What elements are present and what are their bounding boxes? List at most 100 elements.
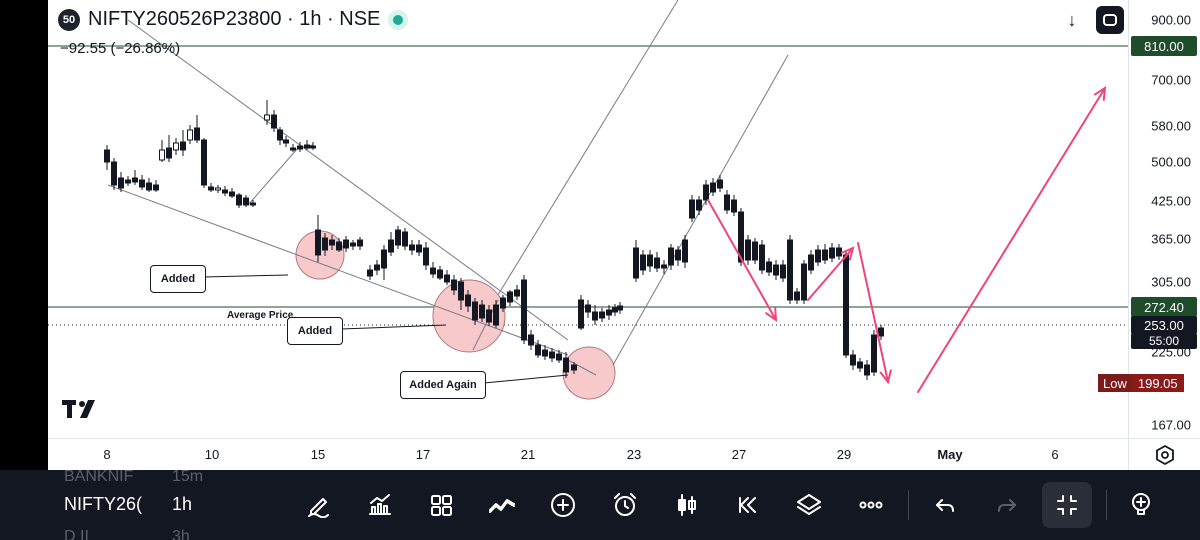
candle-body: [472, 301, 478, 321]
trend-line: [247, 147, 299, 206]
symbol-badge: 50: [58, 8, 80, 31]
candle-body: [724, 194, 730, 211]
download-button[interactable]: ↓: [1058, 6, 1086, 34]
multi-line-icon: [489, 499, 515, 513]
annotation-added-1[interactable]: Added: [150, 265, 206, 293]
layers-button[interactable]: [794, 490, 824, 520]
candle-body: [549, 351, 555, 359]
chart-area[interactable]: [48, 0, 1128, 470]
timeframe-selector[interactable]: 1h: [172, 494, 193, 514]
time-axis[interactable]: 8 10 15 17 21 23 27 29 May 6: [48, 438, 1128, 471]
price-tag-810: 810.00: [1131, 36, 1197, 56]
fullscreen-button[interactable]: [1096, 6, 1124, 34]
price-axis[interactable]: 900.00 700.00 580.00 500.00 425.00 365.0…: [1128, 0, 1200, 470]
candle-body: [322, 237, 328, 251]
candle-body: [166, 147, 172, 159]
annotation-connector: [483, 374, 569, 384]
symbol-selector[interactable]: NIFTY26(: [64, 494, 143, 514]
undo-button[interactable]: [930, 490, 960, 520]
ghost-symbol-above: BANKNIF: [64, 468, 134, 482]
candle-body: [222, 189, 228, 194]
alarm-icon: [614, 493, 636, 516]
candle-body: [304, 144, 310, 149]
candle-body: [243, 197, 249, 206]
candle-body: [585, 304, 591, 313]
candle-body: [194, 127, 200, 141]
replay-button[interactable]: [733, 490, 763, 520]
annotation-connector: [340, 324, 447, 330]
candle-body: [329, 239, 335, 246]
add-button[interactable]: [548, 490, 578, 520]
trend-line: [497, 0, 679, 296]
candle-body: [682, 239, 688, 263]
candle-body: [563, 357, 569, 373]
candle-body: [236, 194, 242, 206]
candle-body: [745, 239, 751, 261]
candle-body: [857, 361, 863, 369]
chart-type-button[interactable]: [365, 490, 395, 520]
candle-body: [357, 239, 363, 247]
candle-body: [451, 279, 457, 291]
chart-canvas[interactable]: [48, 0, 1128, 438]
candle-body: [104, 149, 110, 163]
alert-button[interactable]: [610, 490, 640, 520]
settings-button[interactable]: [1128, 438, 1200, 471]
pink-arrow-up-1: [807, 247, 854, 301]
time-label: 8: [103, 447, 111, 462]
candle-body: [507, 291, 513, 303]
candle-body: [458, 281, 464, 301]
annotation-added-2[interactable]: Added: [287, 317, 343, 345]
bottom-toolbar: [0, 470, 1200, 540]
candle-body: [556, 353, 562, 361]
time-label: 23: [626, 447, 642, 462]
layouts-button[interactable]: [426, 490, 456, 520]
candle-body: [111, 161, 117, 186]
ideas-button[interactable]: [1126, 490, 1156, 520]
candle-body: [395, 229, 401, 246]
candle-body: [444, 274, 450, 283]
candle-body: [606, 309, 612, 316]
multi-line-button[interactable]: [487, 490, 517, 520]
rewind-icon: [739, 497, 756, 513]
pink-arrow-down-1: [707, 199, 777, 321]
crosshair-button[interactable]: [1052, 490, 1082, 520]
price-tick: 580.00: [1151, 118, 1191, 134]
redo-button[interactable]: [992, 490, 1022, 520]
candle-body: [850, 354, 856, 366]
candle-body: [173, 142, 179, 151]
candle-body: [640, 254, 646, 271]
download-icon: ↓: [1067, 9, 1077, 30]
time-label: 6: [1051, 447, 1059, 462]
add-icon: [551, 493, 575, 517]
candle-body: [766, 261, 772, 273]
candle-body: [479, 304, 485, 319]
draw-tool-button[interactable]: [304, 490, 334, 520]
candle-body: [752, 241, 758, 261]
candle-body: [675, 249, 681, 261]
candle-body: [878, 327, 884, 337]
candle-body: [633, 247, 639, 279]
price-tick: 365.00: [1151, 231, 1191, 247]
fullscreen-icon: [1103, 14, 1117, 26]
candle-body: [528, 334, 534, 346]
trend-line: [107, 184, 569, 356]
averaging-circle: [562, 346, 616, 400]
symbol-title[interactable]: NIFTY260526P23800 · 1h · NSE: [88, 8, 381, 30]
more-button[interactable]: [856, 490, 886, 520]
candle-body: [696, 199, 702, 211]
market-status-icon: [388, 9, 409, 30]
candle-body: [599, 311, 605, 319]
symbol-header[interactable]: 50 NIFTY260526P23800 · 1h · NSE: [58, 8, 409, 31]
price-tick: 700.00: [1151, 72, 1191, 88]
low-value: 199.05: [1131, 374, 1184, 392]
crosshair-icon: [1057, 495, 1077, 515]
candle-body: [388, 239, 394, 253]
price-tag-272: 272.40: [1131, 297, 1197, 317]
candle-body: [571, 364, 577, 371]
annotation-added-again[interactable]: Added Again: [400, 371, 486, 399]
candle-body: [215, 187, 221, 191]
toolbar-separator: [1106, 490, 1107, 520]
candle-body: [521, 279, 527, 341]
candles-button[interactable]: [672, 490, 702, 520]
candle-body: [780, 264, 786, 279]
